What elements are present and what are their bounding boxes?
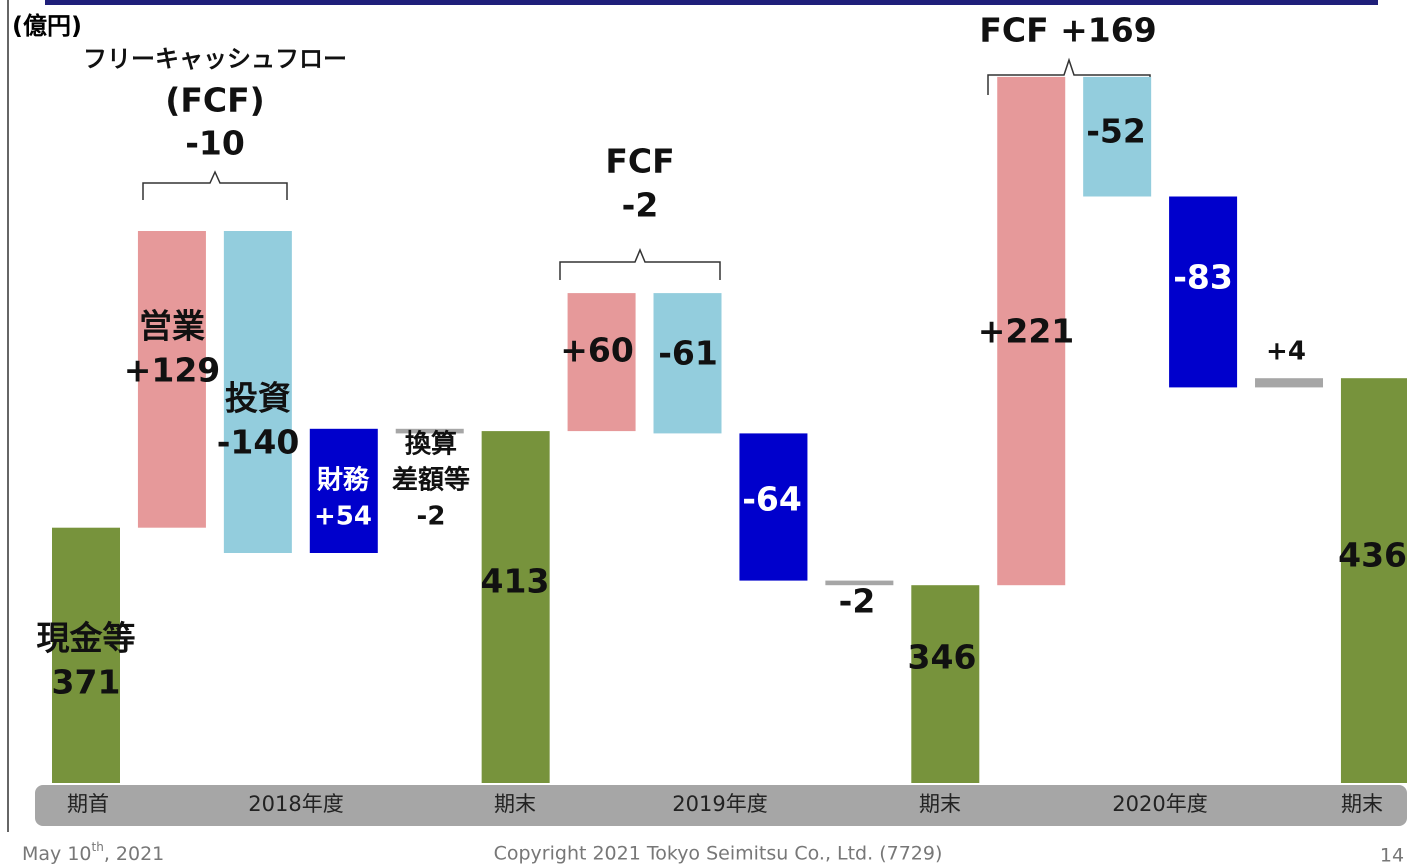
- value-label: -61: [658, 334, 718, 373]
- bar: [567, 293, 636, 432]
- value-label: -140: [217, 423, 300, 462]
- x-label: 期末: [919, 792, 961, 816]
- bracket: [987, 57, 1151, 95]
- value-label: -52: [1086, 112, 1146, 151]
- footer-date-main: May 10: [22, 843, 92, 864]
- bar: [997, 76, 1066, 586]
- bar-name: 現金等: [37, 619, 136, 658]
- bar-name: 換算: [405, 429, 457, 460]
- footer-copyright: Copyright 2021 Tokyo Seimitsu Co., Ltd. …: [494, 843, 943, 864]
- bracket: [142, 170, 288, 200]
- bar: [739, 433, 808, 581]
- value-label: -64: [742, 480, 802, 519]
- value-label: +221: [978, 312, 1075, 351]
- header-band: [45, 0, 1378, 5]
- bar: [481, 431, 550, 783]
- bar: [653, 293, 722, 434]
- annotation: FCF: [605, 142, 674, 181]
- period-band: [35, 785, 1407, 826]
- value-label: 371: [52, 663, 121, 702]
- annotation: -2: [622, 186, 659, 225]
- value-label: -2: [417, 502, 446, 532]
- bar: [309, 428, 378, 553]
- page-number: 14: [1380, 845, 1404, 864]
- bar: [1255, 378, 1324, 388]
- bar: [1340, 378, 1407, 783]
- value-label: 413: [481, 562, 550, 601]
- bar-name: 投資: [225, 379, 291, 418]
- bar: [911, 585, 980, 783]
- x-label: 2019年度: [672, 792, 767, 816]
- x-label: 2020年度: [1112, 792, 1207, 816]
- bar: [1169, 196, 1238, 388]
- annotation: (FCF): [165, 81, 264, 120]
- value-label: +4: [1266, 337, 1306, 367]
- bar-name: 営業: [139, 307, 205, 346]
- value-label: +60: [560, 331, 634, 370]
- bar: [825, 580, 894, 586]
- x-label: 期末: [494, 792, 536, 816]
- bar: [395, 428, 464, 434]
- value-label: +54: [314, 502, 372, 532]
- x-label: 2018年度: [248, 792, 343, 816]
- bar: [52, 527, 120, 783]
- annotation: -10: [185, 124, 245, 163]
- value-label: 346: [908, 638, 977, 677]
- value-label: -2: [839, 582, 876, 621]
- bar-name: 差額等: [392, 465, 470, 496]
- value-label: +129: [124, 351, 221, 390]
- bar: [1083, 76, 1152, 197]
- footer-date: May 10th, 2021: [22, 840, 164, 864]
- bar: [137, 231, 206, 528]
- bracket: [559, 248, 721, 280]
- bar: [223, 231, 292, 553]
- annotation: フリーキャッシュフロー: [83, 45, 347, 73]
- value-label: 436: [1338, 536, 1407, 575]
- footer-date-end: , 2021: [104, 843, 164, 864]
- x-label: 期末: [1341, 792, 1383, 816]
- x-label: 期首: [67, 792, 109, 816]
- unit-label: (億円): [12, 12, 82, 40]
- value-label: -83: [1173, 258, 1233, 297]
- bar-name: 財務: [317, 466, 370, 496]
- annotation: FCF +169: [979, 11, 1156, 50]
- footer-date-sup: th: [92, 840, 104, 854]
